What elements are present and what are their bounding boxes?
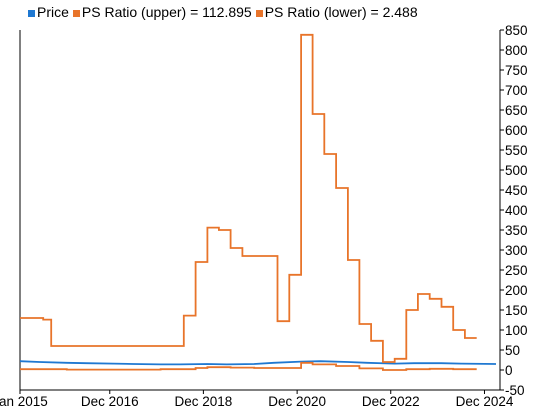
y-tick-label: 250 [505,263,528,278]
y-tick-label: 700 [505,83,528,98]
y-tick-label: 50 [505,343,520,358]
y-tick-label: 100 [505,323,528,338]
x-tick-label: Dec 2024 [456,394,514,409]
legend-label-ps-upper: PS Ratio (upper) = 112.895 [81,4,252,20]
y-tick-label: 850 [505,23,528,38]
y-tick-label: 500 [505,163,528,178]
y-tick-label: 400 [505,203,528,218]
y-tick-label: 350 [505,223,528,238]
y-tick-label: 800 [505,43,528,58]
legend-label-ps-lower: PS Ratio (lower) = 2.488 [264,4,418,20]
y-tick-label: 600 [505,123,528,138]
chart-legend: Price PS Ratio (upper) = 112.895 PS Rati… [28,4,422,20]
x-tick-label: Dec 2022 [362,394,420,409]
x-tick-label: Dec 2020 [268,394,326,409]
y-tick-label: 650 [505,103,528,118]
x-tick-label: Dec 2018 [174,394,232,409]
legend-item-ps-lower[interactable]: PS Ratio (lower) = 2.488 [255,4,418,20]
y-tick-label: 550 [505,143,528,158]
y-tick-label: 450 [505,183,528,198]
series-line-2 [20,361,477,371]
legend-swatch-price [28,9,35,17]
y-tick-label: 200 [505,283,528,298]
series-line-1 [20,33,477,363]
y-tick-label: -50 [505,383,525,398]
x-tick-label: Dec 2016 [81,394,139,409]
y-tick-label: 150 [505,303,528,318]
series-line-0 [19,360,497,366]
legend-item-price[interactable]: Price [28,4,69,20]
x-tick-label: Jan 2015 [0,394,48,409]
y-tick-label: 0 [505,363,513,378]
y-tick-label: 750 [505,63,528,78]
legend-swatch-ps-upper [72,9,80,17]
y-tick-label: 300 [505,243,528,258]
legend-label-price: Price [37,4,69,20]
legend-swatch-ps-lower [255,9,263,17]
legend-item-ps-upper[interactable]: PS Ratio (upper) = 112.895 [72,4,252,20]
